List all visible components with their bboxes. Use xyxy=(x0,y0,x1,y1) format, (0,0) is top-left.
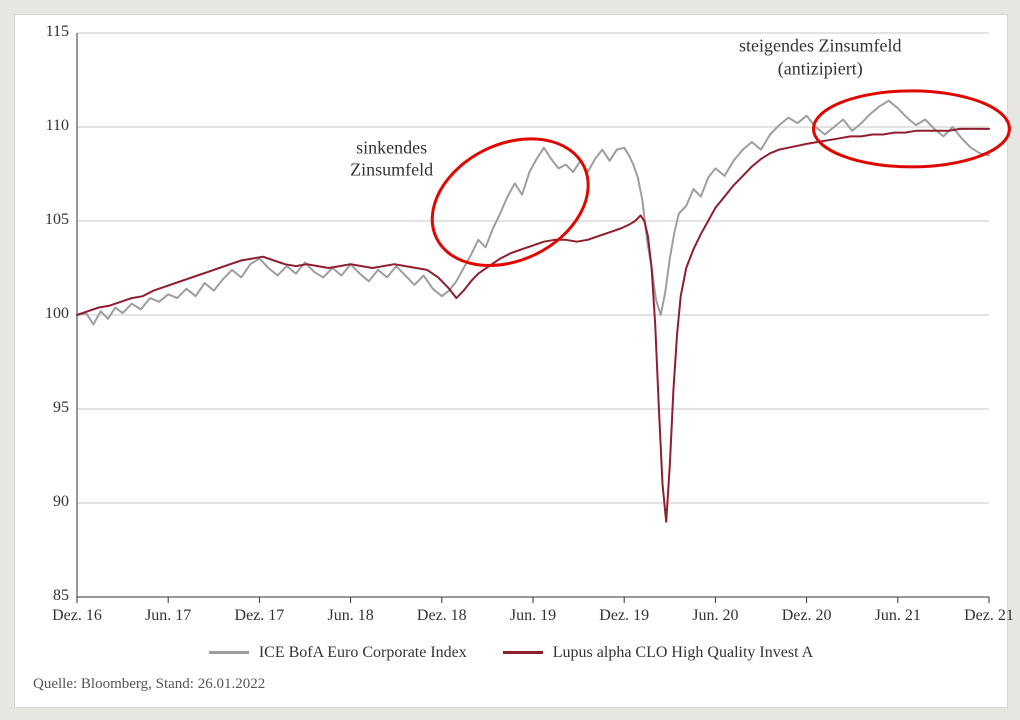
y-tick-label: 115 xyxy=(46,23,69,41)
legend-swatch xyxy=(503,651,543,654)
legend-label: Lupus alpha CLO High Quality Invest A xyxy=(553,644,813,662)
chart-svg xyxy=(77,33,989,597)
legend-item: Lupus alpha CLO High Quality Invest A xyxy=(503,644,813,662)
chart-annotation: steigendes Zinsumfeld(antizipiert) xyxy=(739,35,901,80)
legend-swatch xyxy=(209,651,249,654)
x-tick-label: Dez. 16 xyxy=(52,607,102,625)
legend-item: ICE BofA Euro Corporate Index xyxy=(209,644,467,662)
x-tick-label: Dez. 21 xyxy=(964,607,1014,625)
plot-area xyxy=(77,33,989,597)
x-tick-label: Dez. 17 xyxy=(235,607,285,625)
y-tick-label: 90 xyxy=(53,493,69,511)
x-tick-label: Jun. 18 xyxy=(327,607,373,625)
x-tick-label: Dez. 18 xyxy=(417,607,467,625)
legend-label: ICE BofA Euro Corporate Index xyxy=(259,644,467,662)
x-tick-label: Jun. 20 xyxy=(692,607,738,625)
x-tick-label: Jun. 17 xyxy=(145,607,191,625)
x-tick-label: Jun. 19 xyxy=(510,607,556,625)
y-tick-label: 85 xyxy=(53,587,69,605)
chart-source: Quelle: Bloomberg, Stand: 26.01.2022 xyxy=(33,676,265,693)
chart-legend: ICE BofA Euro Corporate Index Lupus alpha… xyxy=(15,641,1007,662)
y-tick-label: 100 xyxy=(45,305,69,323)
x-tick-label: Dez. 19 xyxy=(599,607,649,625)
x-tick-label: Dez. 20 xyxy=(782,607,832,625)
y-tick-label: 95 xyxy=(53,399,69,417)
chart-frame: 85 90 95 100 105 110 115 Dez. 16 Jun. 17 Dez. 17… xyxy=(14,14,1008,708)
y-tick-label: 105 xyxy=(45,211,69,229)
x-tick-label: Jun. 21 xyxy=(875,607,921,625)
chart-annotation: sinkendesZinsumfeld xyxy=(350,136,433,181)
y-tick-label: 110 xyxy=(46,117,69,135)
